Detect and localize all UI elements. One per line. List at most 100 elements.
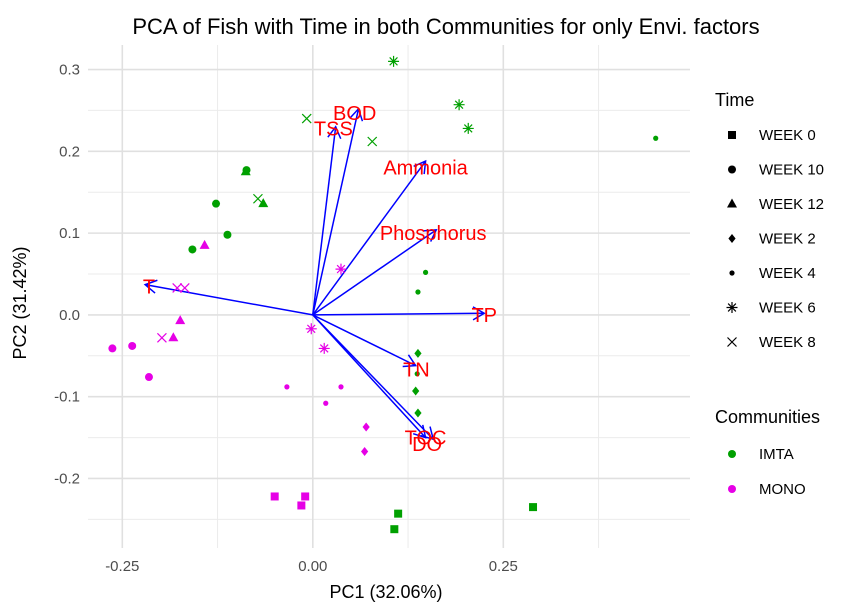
legend-label: MONO [759,481,806,498]
vector-line [312,160,427,316]
legend-item-week-10: WEEK 10 [728,162,824,179]
data-point [462,122,474,134]
vector-arrowhead [472,306,486,321]
x-tick-label: -0.25 [105,558,139,575]
vector-label-ammonia: Ammonia [383,158,468,180]
y-tick-label: 0.2 [59,143,80,160]
x-tick-label: 0.00 [298,558,327,575]
data-point [270,492,279,501]
data-point [394,509,403,518]
data-point [529,503,538,512]
vector-arrowhead [327,125,342,140]
legend-item-week-0: WEEK 0 [728,127,816,144]
data-points [108,55,659,534]
data-point [305,323,317,335]
data-point [412,386,420,396]
data-point [253,193,263,204]
data-point [284,384,290,390]
vector-t-arrow [143,279,313,316]
data-point [338,384,344,390]
legend-key-circle-icon [728,450,736,458]
vector-label-t: T [143,276,155,298]
legend-key-asterisk-icon [726,302,738,313]
data-point [422,269,429,275]
data-point [108,344,117,353]
vector-label-tp: TP [471,305,497,327]
legend-key-diamond-icon [728,234,736,243]
data-point [179,282,190,293]
data-point [199,239,210,249]
data-point [175,315,186,325]
legend-label: WEEK 2 [759,231,816,248]
legend-item-imta: IMTA [728,446,794,463]
grid-lines [88,45,690,548]
legend-label: WEEK 10 [759,162,824,179]
data-point [156,332,167,343]
data-point [212,199,221,208]
x-axis-title: PC1 (32.06%) [329,582,442,602]
legend-communities-title: Communities [715,407,820,427]
y-tick-label: -0.1 [54,389,80,406]
legend-time-title: Time [715,90,754,110]
legend-key-triangle-icon [727,198,737,208]
tick-labels: -0.25 0.00 0.25 -0.2 -0.1 0.0 0.1 0.2 0.3 [54,62,518,575]
data-point [414,348,422,358]
data-point [367,136,378,147]
data-point [390,525,399,534]
data-point [128,341,137,350]
vector-label-bod: BOD [333,103,376,125]
data-point [335,263,347,275]
legend-key-circle-icon [728,165,736,174]
data-point [188,245,197,254]
legend-label: WEEK 12 [759,196,824,213]
vector-line [312,229,437,316]
vector-line [312,314,417,367]
data-point [453,99,465,111]
legend-label: WEEK 8 [759,334,816,351]
data-point [297,501,306,510]
vector-label-phosphorus: Phosphorus [380,223,487,245]
data-point [414,371,420,377]
x-tick-label: 0.25 [489,558,518,575]
vector-label-do: DO [412,434,442,456]
legend-item-week-8: WEEK 8 [727,334,816,351]
legend-key-cross-icon [727,337,737,347]
data-point [362,422,370,432]
vector-tn-arrow [312,314,418,368]
y-tick-label: 0.3 [59,62,80,79]
data-point [172,282,183,293]
vector-line [312,126,337,315]
vector-label-tn: TN [403,360,430,382]
data-point [323,400,329,406]
legend-community-entries: IMTA MONO [728,446,806,498]
legend-label: WEEK 4 [759,265,816,282]
legend-key-square-icon [728,131,736,139]
legend-time-entries: WEEK 0 WEEK 10 WEEK 12 WEEK 2 WEEK 4 WEEK 6 WE… [726,127,824,351]
vector-line [145,283,313,316]
y-tick-label: 0.0 [59,307,80,324]
data-point [653,135,659,141]
data-point [258,198,269,208]
vector-tp-arrow [312,306,486,321]
vector-label-toc: TOC [405,428,447,450]
chart-title: PCA of Fish with Time in both Communitie… [132,14,759,39]
vector-arrowhead [413,159,427,175]
vector-phosphorus-arrow [312,228,438,316]
vector-line [312,108,360,316]
data-point [240,166,251,176]
y-tick-label: -0.2 [54,470,80,487]
legend-item-week-6: WEEK 6 [726,300,816,317]
legend-label: WEEK 6 [759,300,816,317]
data-point [168,332,179,342]
y-tick-label: 0.1 [59,225,80,242]
vector-label-tss: TSS [314,118,353,140]
data-point [388,55,400,67]
legend-item-week-2: WEEK 2 [728,231,816,248]
vector-bod-arrow [312,107,364,316]
vector-arrowhead [420,426,435,441]
data-point [361,446,369,456]
data-point [144,373,153,382]
